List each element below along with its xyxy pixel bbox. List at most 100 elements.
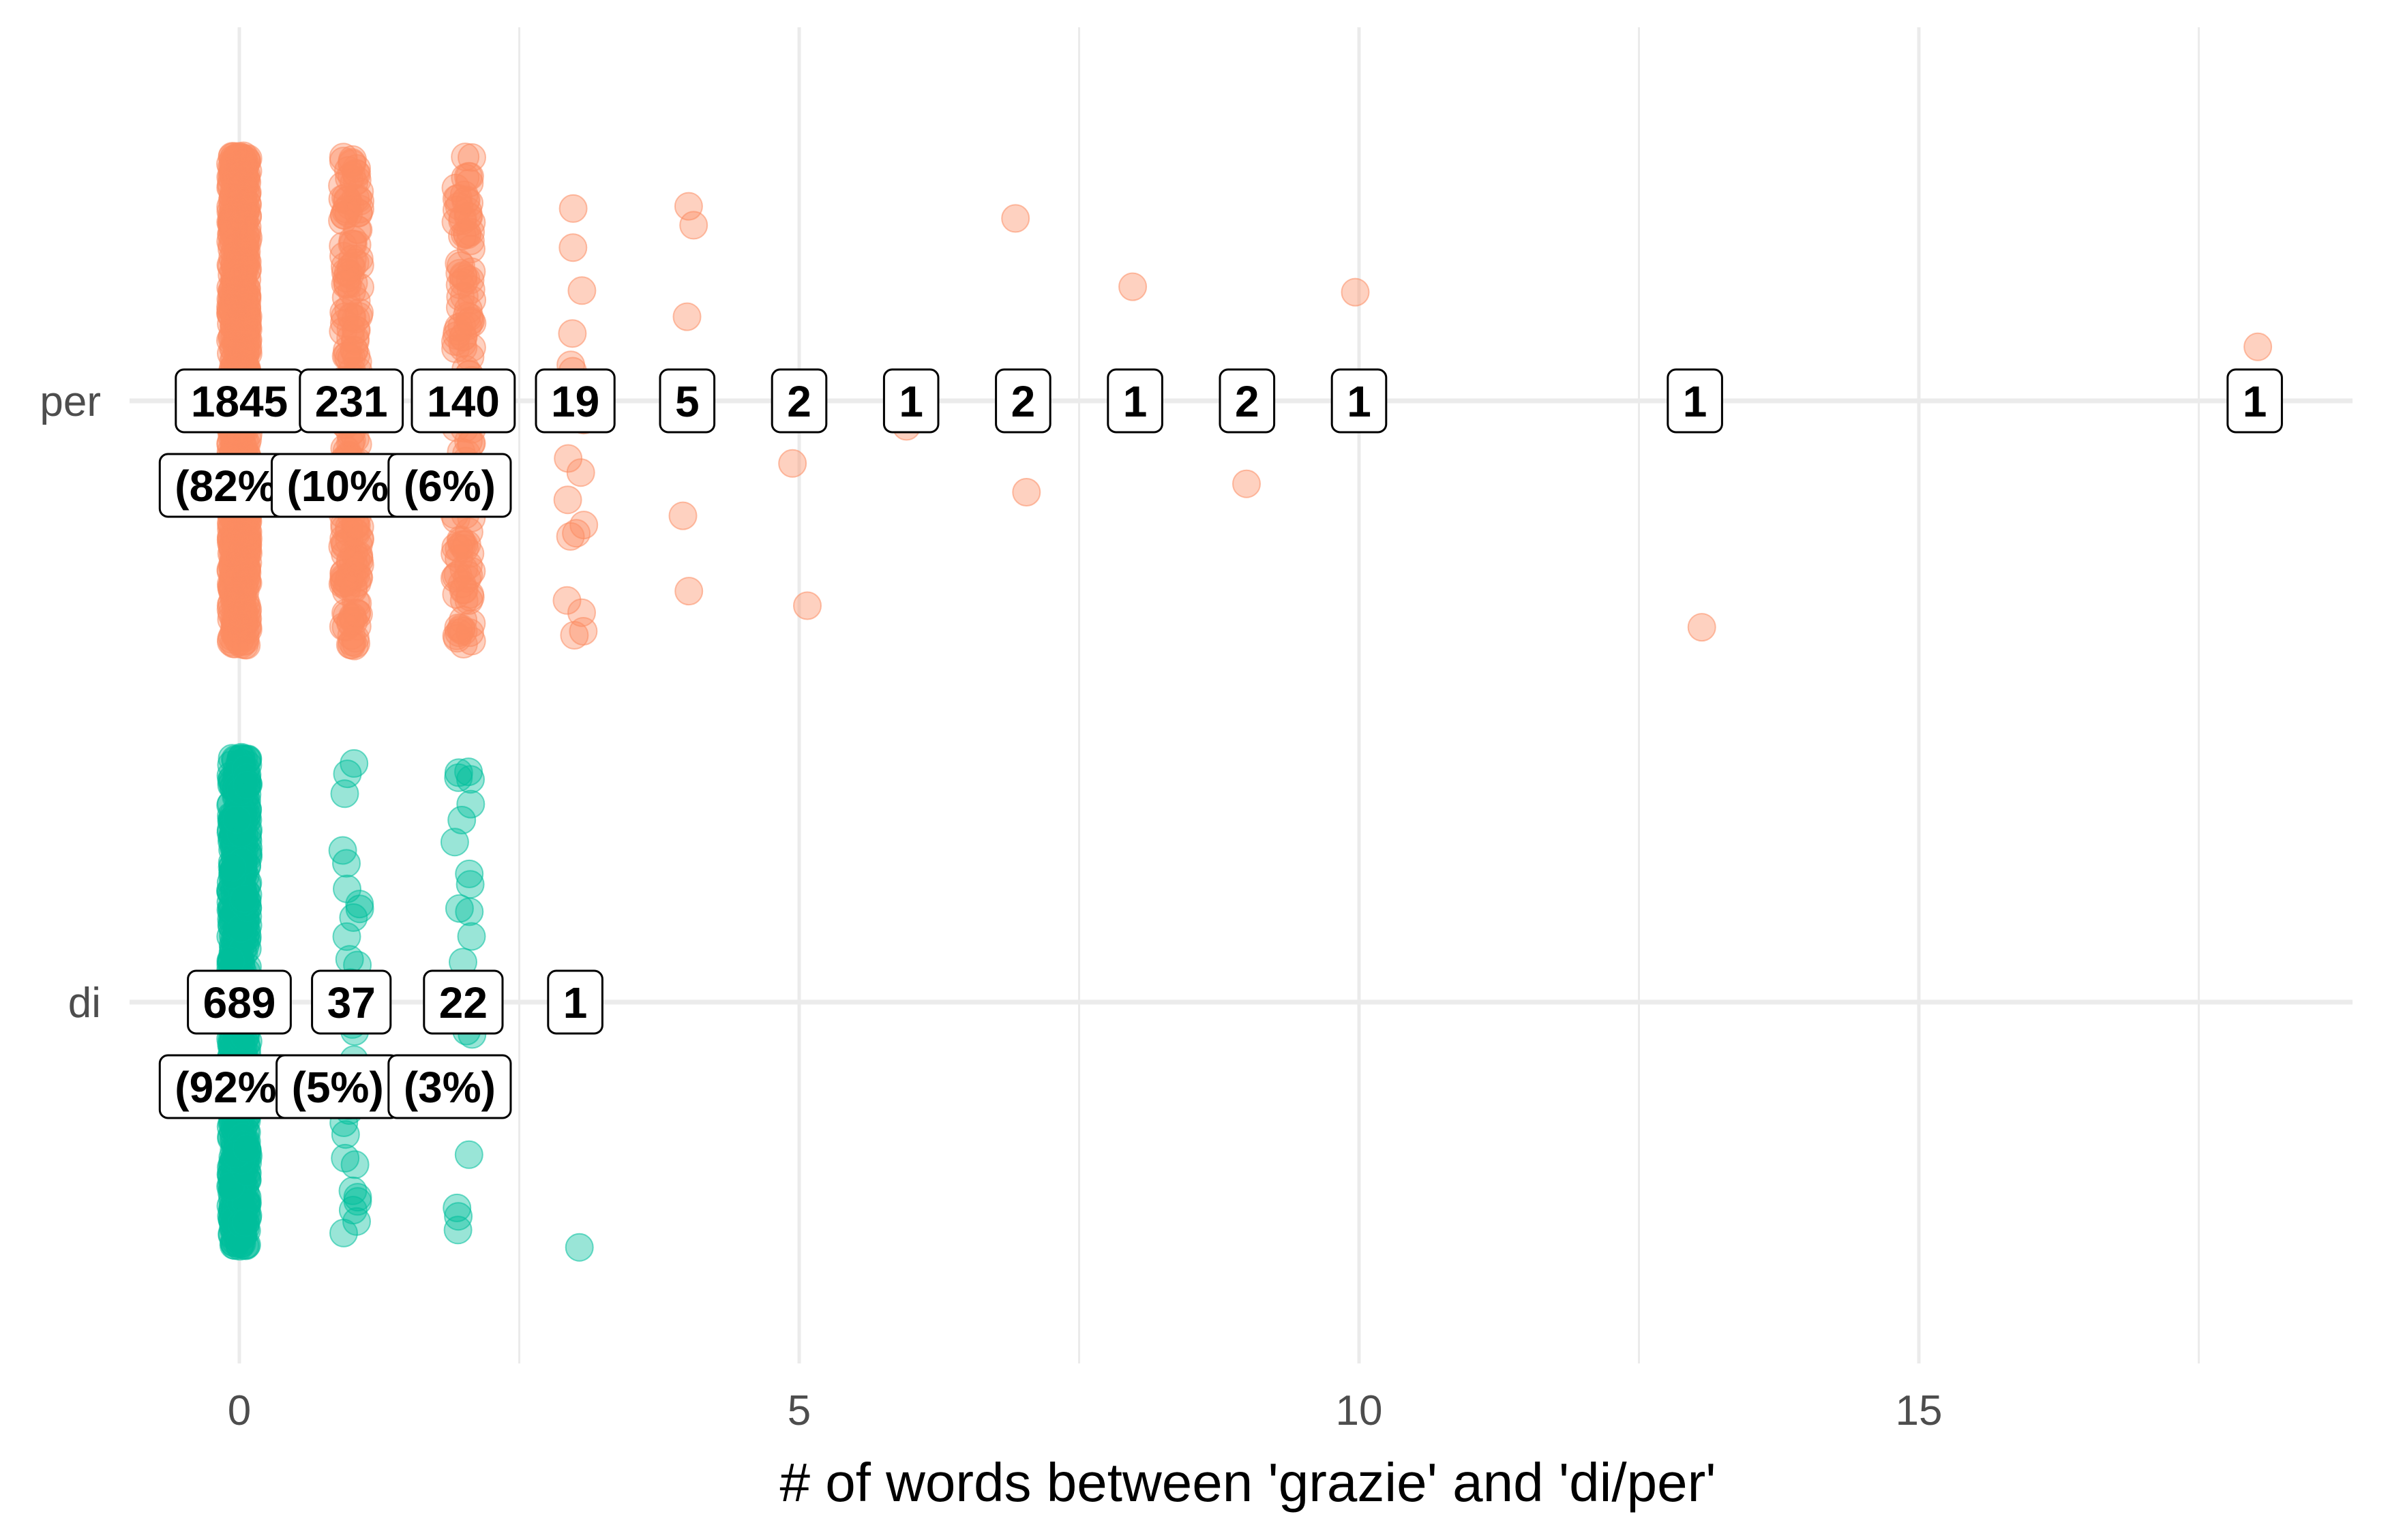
data-point-per (441, 327, 470, 357)
count-label-per: 1 (882, 368, 940, 434)
count-label-per: 2 (1219, 368, 1276, 434)
data-point-per (558, 319, 587, 348)
data-point-per (229, 243, 258, 271)
x-tick-label: 5 (788, 1387, 811, 1434)
data-point-per (674, 192, 703, 221)
count-label-per-text: 1845 (191, 377, 288, 426)
count-label-per-text: 1 (2243, 377, 2267, 426)
x-tick-label: 10 (1336, 1387, 1383, 1434)
pct-label-di-text: (92% (175, 1063, 276, 1112)
data-point-di (222, 805, 252, 834)
data-point-per (339, 573, 368, 602)
count-label-di-text: 1 (563, 978, 588, 1027)
count-label-per-text: 2 (1011, 377, 1036, 426)
data-point-per (778, 449, 807, 478)
pct-label-di-text: (5%) (292, 1063, 384, 1112)
data-point-di (329, 1218, 358, 1248)
data-point-per (556, 522, 585, 551)
data-point-per (1687, 613, 1716, 642)
count-label-per: 140 (411, 368, 516, 434)
pct-label-per-text: (10% (286, 462, 388, 511)
data-point-di (565, 1233, 594, 1262)
data-point-per (672, 302, 702, 331)
data-point-per (346, 194, 374, 224)
data-point-di (454, 1140, 483, 1169)
count-label-per-text: 1 (1683, 377, 1707, 426)
data-point-di (328, 836, 357, 865)
data-point-per (1001, 204, 1030, 233)
data-point-per (331, 530, 360, 560)
data-point-per (569, 617, 598, 646)
data-point-per (2243, 332, 2273, 361)
data-point-di (456, 870, 485, 899)
pct-label-per-text: (6%) (404, 462, 496, 511)
data-point-per (224, 577, 254, 607)
data-point-di (233, 1134, 261, 1163)
pct-label-per: (6%) (387, 453, 512, 518)
data-point-di (340, 749, 369, 778)
count-label-per-text: 140 (427, 377, 500, 426)
data-point-di (455, 897, 484, 926)
labels-layer: 1845 (82% 231 (10% 140 (6%) 19 5 2 1 2 1 2 1 1 1 689 (92%… (158, 368, 2283, 1119)
data-point-di (457, 922, 486, 951)
count-label-di-text: 22 (439, 978, 488, 1027)
y-tick-label-di: di (68, 980, 101, 1027)
data-point-per (451, 142, 480, 172)
x-tick-label: 0 (228, 1387, 251, 1434)
pct-label-di-text: (3%) (404, 1063, 496, 1112)
x-axis-title: # of words between 'grazie' and 'di/per' (779, 1452, 1716, 1513)
count-label-di-text: 37 (327, 978, 376, 1027)
pct-label-di: (5%) (275, 1054, 400, 1119)
data-point-di (345, 890, 374, 919)
count-label-di: 22 (423, 969, 504, 1035)
count-label-per-text: 19 (551, 377, 599, 426)
count-label-per: 2 (771, 368, 828, 434)
count-label-per: 2 (995, 368, 1051, 434)
data-point-per (451, 185, 481, 214)
data-point-per (668, 501, 698, 530)
data-point-di (233, 770, 262, 800)
data-point-di (338, 1176, 368, 1205)
count-label-per: 231 (299, 368, 404, 434)
data-point-per (553, 485, 582, 515)
data-point-per (456, 583, 485, 612)
data-point-per (233, 517, 263, 547)
data-point-per (222, 602, 252, 631)
y-tick-label-per: per (40, 378, 101, 425)
count-label-per: 1 (2226, 368, 2283, 434)
count-label-per-text: 231 (315, 377, 388, 426)
count-label-per: 1845 (175, 368, 304, 434)
data-point-per (340, 336, 369, 365)
count-label-di: 689 (187, 969, 292, 1035)
count-label-per-text: 2 (787, 377, 811, 426)
pct-label-per: (10% (270, 453, 405, 518)
count-label-per-text: 1 (899, 377, 923, 426)
data-point-di (447, 806, 477, 834)
data-point-per (448, 222, 477, 251)
data-point-per (222, 161, 252, 190)
count-label-di: 1 (547, 969, 603, 1035)
data-point-per (567, 276, 597, 305)
count-label-per: 1 (1107, 368, 1163, 434)
data-point-per (329, 147, 358, 176)
data-point-di (230, 884, 259, 914)
count-label-di-text: 689 (203, 978, 276, 1027)
data-point-per (1118, 272, 1148, 301)
count-label-per: 1 (1330, 368, 1388, 434)
pct-label-di: (92% (158, 1054, 293, 1119)
count-label-per: 1 (1667, 368, 1723, 434)
data-point-di (456, 765, 485, 794)
data-point-per (558, 194, 588, 223)
data-point-per (344, 301, 373, 331)
data-point-per (220, 289, 248, 318)
data-point-per (793, 591, 822, 620)
data-point-di (331, 1143, 360, 1173)
count-label-per-text: 1 (1123, 377, 1148, 426)
data-point-per (329, 241, 358, 271)
count-label-per: 19 (535, 368, 616, 434)
count-label-per-text: 1 (1347, 377, 1371, 426)
points-layer (215, 141, 2273, 1262)
data-point-per (222, 195, 252, 224)
